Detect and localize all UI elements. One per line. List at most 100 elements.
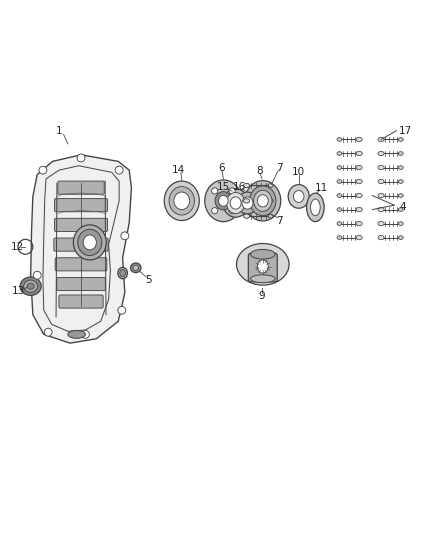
Text: 9: 9 (258, 291, 265, 301)
Ellipse shape (244, 214, 250, 219)
Ellipse shape (223, 189, 248, 217)
FancyBboxPatch shape (54, 199, 107, 212)
Ellipse shape (164, 181, 199, 221)
Ellipse shape (337, 152, 342, 155)
Ellipse shape (237, 244, 289, 285)
Ellipse shape (378, 180, 384, 184)
Ellipse shape (73, 225, 106, 260)
Circle shape (33, 271, 41, 279)
Ellipse shape (293, 190, 304, 203)
Ellipse shape (356, 221, 362, 225)
Ellipse shape (118, 268, 127, 279)
Text: 12: 12 (11, 242, 24, 252)
Circle shape (229, 208, 235, 214)
Ellipse shape (378, 207, 384, 212)
Circle shape (212, 188, 218, 194)
FancyBboxPatch shape (55, 258, 107, 271)
Ellipse shape (215, 191, 232, 210)
Ellipse shape (268, 184, 273, 187)
Ellipse shape (398, 138, 403, 141)
Ellipse shape (27, 283, 34, 289)
Ellipse shape (378, 165, 384, 169)
Ellipse shape (307, 193, 324, 222)
Circle shape (121, 232, 129, 240)
FancyBboxPatch shape (248, 253, 277, 282)
Text: 11: 11 (315, 183, 328, 192)
Circle shape (81, 330, 89, 338)
Circle shape (118, 306, 126, 314)
Ellipse shape (398, 236, 403, 239)
Ellipse shape (268, 214, 273, 218)
FancyBboxPatch shape (54, 238, 108, 251)
Ellipse shape (398, 222, 403, 225)
Ellipse shape (356, 138, 362, 142)
Circle shape (39, 166, 47, 174)
Circle shape (77, 154, 85, 162)
Ellipse shape (120, 270, 125, 277)
Text: 14: 14 (172, 165, 185, 175)
Ellipse shape (337, 138, 342, 141)
Circle shape (212, 208, 218, 214)
Text: 5: 5 (145, 274, 152, 285)
FancyBboxPatch shape (58, 181, 104, 194)
Ellipse shape (378, 151, 384, 156)
Ellipse shape (205, 180, 242, 222)
Ellipse shape (378, 221, 384, 225)
Text: 10: 10 (292, 167, 305, 177)
Text: 15: 15 (217, 182, 230, 192)
Ellipse shape (226, 192, 245, 214)
Ellipse shape (169, 187, 194, 215)
FancyBboxPatch shape (54, 219, 107, 231)
Ellipse shape (398, 193, 403, 197)
Ellipse shape (356, 207, 362, 212)
Ellipse shape (337, 222, 342, 225)
Ellipse shape (24, 280, 38, 292)
Ellipse shape (356, 151, 362, 156)
Ellipse shape (83, 235, 96, 250)
Ellipse shape (378, 138, 384, 142)
Ellipse shape (337, 180, 342, 183)
Text: 17: 17 (399, 126, 412, 136)
Ellipse shape (78, 229, 102, 255)
Ellipse shape (251, 275, 275, 282)
Ellipse shape (242, 197, 253, 209)
FancyBboxPatch shape (57, 278, 105, 290)
Ellipse shape (237, 192, 257, 214)
Ellipse shape (20, 277, 41, 295)
Ellipse shape (337, 236, 342, 239)
Ellipse shape (378, 236, 384, 240)
Ellipse shape (378, 193, 384, 198)
Ellipse shape (68, 330, 85, 338)
Ellipse shape (398, 208, 403, 212)
Text: 4: 4 (399, 203, 406, 212)
Ellipse shape (398, 152, 403, 155)
Ellipse shape (311, 199, 320, 216)
Text: 16: 16 (233, 182, 246, 192)
Ellipse shape (337, 166, 342, 169)
Ellipse shape (257, 195, 268, 207)
Text: 13: 13 (12, 286, 25, 296)
Text: 7: 7 (276, 215, 283, 225)
Circle shape (229, 188, 235, 194)
Ellipse shape (337, 208, 342, 212)
Ellipse shape (219, 195, 228, 206)
Ellipse shape (356, 165, 362, 169)
Ellipse shape (133, 265, 138, 270)
Ellipse shape (268, 199, 273, 203)
Ellipse shape (398, 180, 403, 183)
Circle shape (115, 166, 123, 174)
Circle shape (44, 328, 52, 336)
Ellipse shape (131, 263, 141, 273)
Text: 6: 6 (218, 163, 225, 173)
Ellipse shape (244, 199, 250, 203)
Ellipse shape (398, 166, 403, 169)
Ellipse shape (244, 183, 250, 188)
Ellipse shape (250, 186, 276, 216)
Ellipse shape (245, 181, 281, 221)
Ellipse shape (337, 193, 342, 197)
Ellipse shape (356, 236, 362, 240)
Ellipse shape (230, 197, 241, 209)
Ellipse shape (251, 249, 275, 259)
FancyBboxPatch shape (59, 295, 103, 308)
Text: 7: 7 (276, 163, 283, 173)
